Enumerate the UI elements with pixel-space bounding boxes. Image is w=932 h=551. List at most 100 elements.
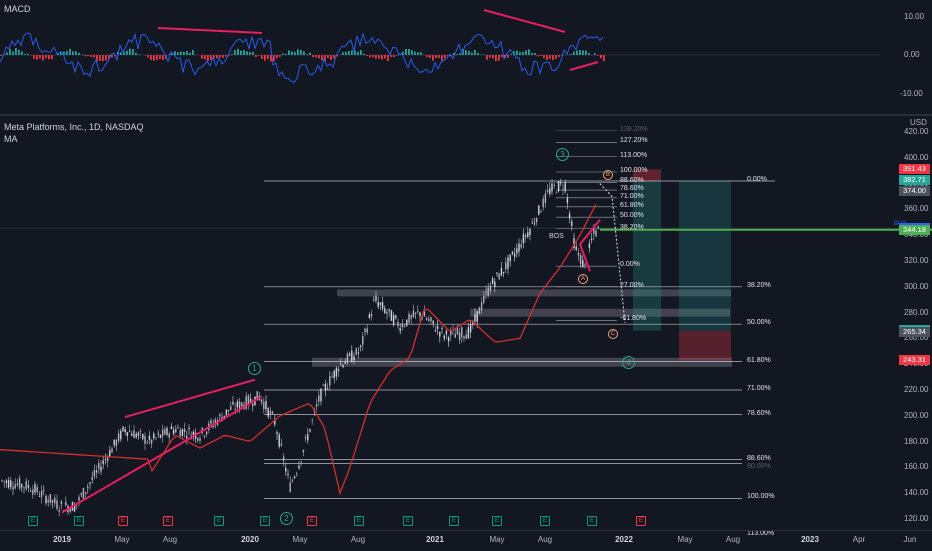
macd-histogram-bar [78, 53, 80, 55]
candle-body [565, 183, 566, 192]
candle-body [283, 457, 284, 462]
price-axis-label: 180.00 [904, 437, 928, 446]
candle-body [224, 416, 225, 417]
earnings-event-icon: E [163, 516, 173, 526]
macd-histogram-bar [570, 54, 572, 55]
candle-body [81, 494, 82, 495]
candle-body [543, 199, 544, 208]
candle-body [94, 470, 95, 477]
macd-histogram-bar [69, 49, 71, 55]
macd-histogram-bar [420, 52, 422, 55]
macd-histogram-bar [492, 55, 494, 58]
macd-histogram-bar [351, 50, 353, 55]
macd-histogram-bar [387, 55, 389, 61]
candle-body [39, 496, 40, 497]
candle-body [582, 260, 583, 267]
candle-body [417, 311, 418, 312]
macd-histogram-bar [192, 50, 194, 55]
candle-body [362, 336, 363, 344]
candle-body [516, 248, 517, 253]
candle-body [59, 510, 60, 512]
candle-body [120, 431, 121, 439]
earnings-event-icon: E [587, 516, 597, 526]
macd-pane[interactable]: MACD 10.00 0.00 -10.00 [0, 0, 932, 114]
price-badge: 391.43 [899, 164, 930, 174]
macd-histogram-bar [189, 53, 191, 55]
macd-histogram-bar [477, 53, 479, 55]
macd-histogram-bar [264, 55, 266, 61]
candle-body [65, 502, 66, 506]
candle-body [408, 314, 409, 323]
wave-c-marker: C [608, 329, 618, 339]
candle-body [384, 308, 385, 313]
time-axis-label: May [489, 535, 504, 544]
macd-histogram-bar [579, 50, 581, 55]
macd-histogram-bar [0, 55, 2, 56]
price-badge: 382.71 [899, 175, 930, 185]
candle-body [499, 274, 500, 280]
macd-histogram-bar [297, 49, 299, 55]
candle-body [598, 226, 599, 228]
candle-body [378, 302, 379, 307]
macd-histogram-bar [576, 51, 578, 55]
macd-histogram-bar [375, 55, 377, 59]
macd-histogram-bar [255, 55, 257, 57]
candle-body [446, 331, 447, 335]
macd-histogram-bar [306, 54, 308, 55]
macd-histogram-bar [435, 55, 437, 58]
candle-body [334, 371, 335, 378]
macd-histogram-bar [210, 55, 212, 60]
candle-body [193, 432, 194, 435]
candle-body [184, 429, 185, 432]
macd-histogram-bar [405, 49, 407, 55]
candle-body [52, 500, 53, 502]
macd-histogram-bar [363, 54, 365, 55]
fib-small-label: 38.20% [620, 224, 644, 231]
position-stop-zone [679, 331, 731, 361]
fib-small-label: 100.00% [620, 167, 648, 174]
candle-body [226, 410, 227, 415]
candle-body [307, 434, 308, 440]
candle-body [382, 302, 383, 309]
candle-body [558, 181, 559, 191]
macd-histogram-bar [138, 54, 140, 55]
candle-body [439, 332, 440, 337]
macd-histogram-bar [249, 52, 251, 55]
candle-body [252, 404, 253, 406]
wave-1-marker: 1 [248, 362, 261, 375]
price-pane[interactable]: Meta Platforms, Inc., 1D, NASDAQ MA USD … [0, 116, 932, 530]
macd-histogram-bar [237, 49, 239, 55]
candle-body [276, 432, 277, 434]
currency-label: USD [910, 118, 927, 127]
candle-body [569, 213, 570, 218]
candle-body [547, 190, 548, 192]
candle-body [400, 328, 401, 331]
candle-body [347, 354, 348, 363]
candle-body [237, 401, 238, 407]
bos-label: BOS [549, 233, 564, 240]
macd-histogram-bar [456, 54, 458, 55]
candle-body [98, 463, 99, 469]
macd-histogram-bar [204, 55, 206, 59]
macd-histogram-bar [327, 55, 329, 58]
macd-histogram-bar [525, 50, 527, 55]
time-axis-label: 2023 [801, 535, 819, 544]
macd-histogram-bar [528, 49, 530, 55]
candle-body [501, 268, 502, 275]
candle-body [10, 480, 11, 487]
candle-body [349, 353, 350, 356]
candle-body [210, 421, 211, 424]
macd-histogram-bar [267, 55, 269, 59]
macd-histogram-bar [555, 55, 557, 59]
macd-histogram-bar [408, 49, 410, 55]
candle-body [41, 491, 42, 497]
earnings-event-icon: E [118, 516, 128, 526]
candle-body [270, 411, 271, 414]
macd-histogram-bar [501, 55, 503, 57]
candle-body [327, 388, 328, 389]
candle-body [364, 329, 365, 332]
macd-histogram-bar [84, 55, 86, 56]
candle-body [360, 345, 361, 346]
macd-histogram-bar [384, 55, 386, 58]
